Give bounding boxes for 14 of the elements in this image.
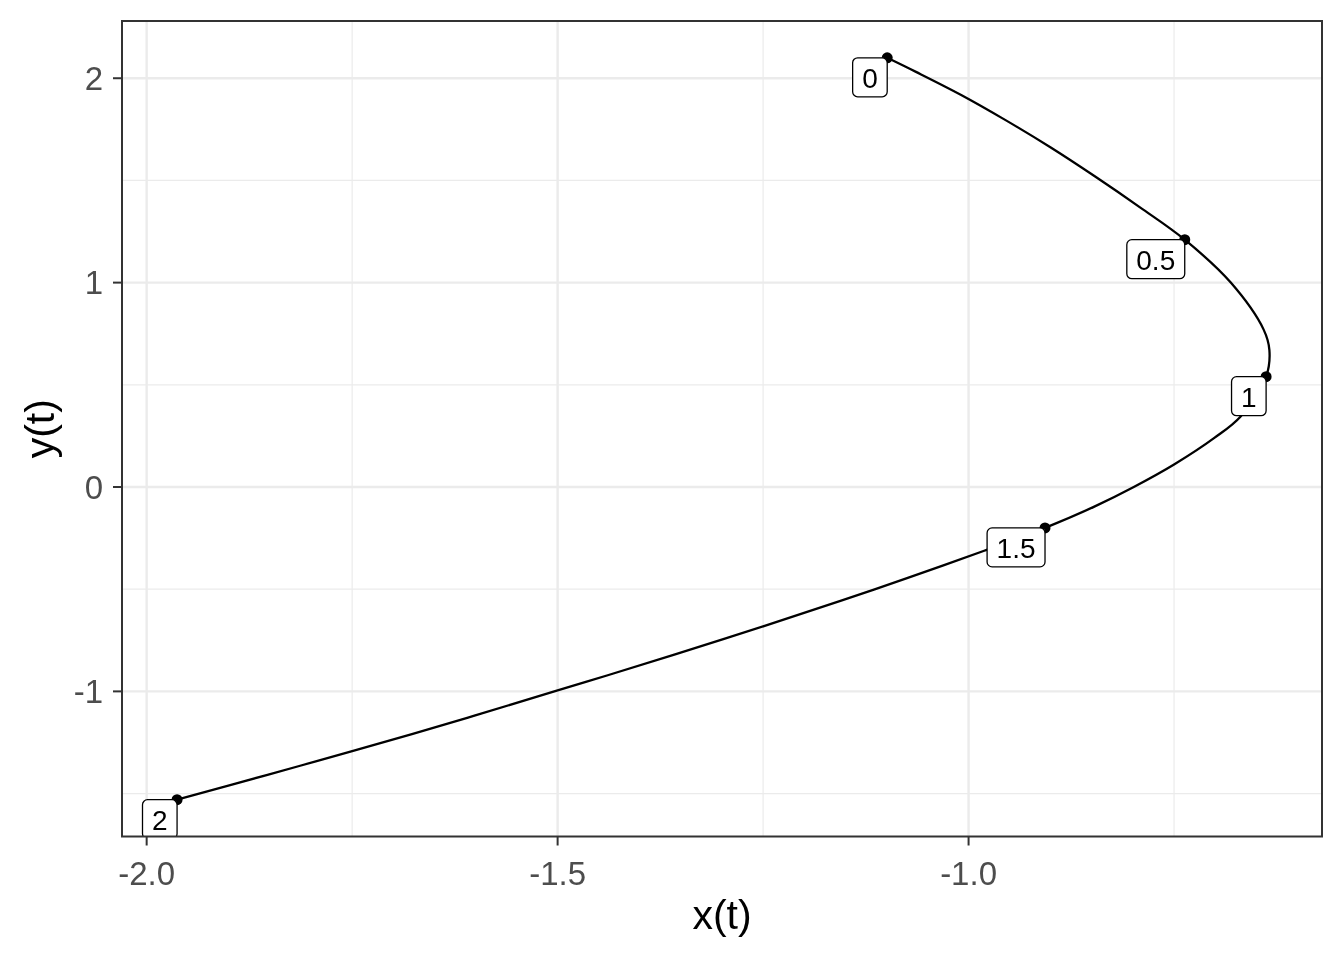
y-tick-label: -1 [73,673,103,711]
annotation: 2 [152,805,168,837]
annotation: 0 [862,63,878,95]
x-tick-label: -1.0 [940,855,998,892]
annotation: 1 [1241,382,1257,414]
x-tick-label: -1.5 [529,855,587,892]
x-axis-title: x(t) [692,892,752,938]
annotation: 1.5 [996,533,1036,565]
y-axis-title: y(t) [16,399,63,459]
y-tick-label: 0 [84,468,103,506]
annotation: 0.5 [1136,245,1176,277]
y-tick-label: 1 [84,264,103,302]
x-tick-label: -2.0 [118,855,176,892]
y-tick-label: 2 [84,60,103,98]
